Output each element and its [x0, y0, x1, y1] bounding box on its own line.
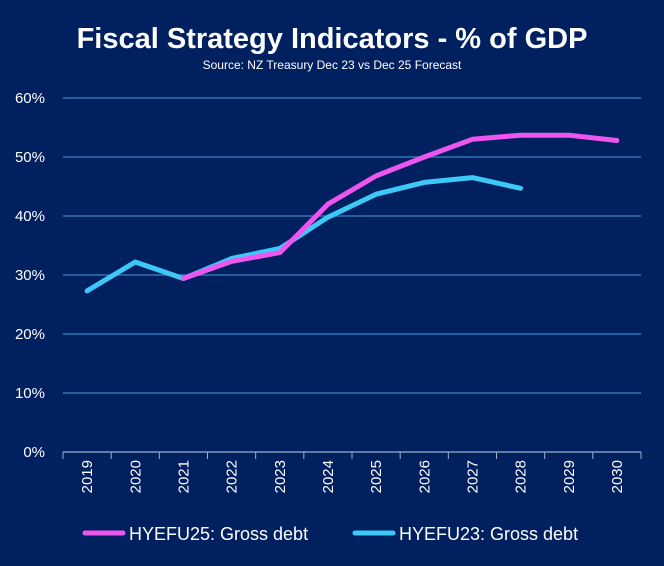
legend-label: HYEFU25: Gross debt [129, 524, 308, 544]
x-tick-label: 2019 [79, 460, 96, 493]
x-tick-label: 2027 [464, 460, 481, 493]
x-tick-label: 2023 [272, 460, 289, 493]
y-tick-label: 40% [15, 208, 45, 225]
chart-title: Fiscal Strategy Indicators - % of GDP [77, 23, 588, 55]
x-tick-label: 2026 [416, 460, 433, 493]
y-tick-label: 60% [15, 90, 45, 107]
x-tick-label: 2029 [561, 460, 578, 493]
y-tick-label: 30% [15, 267, 45, 284]
series-line-2 [84, 175, 524, 294]
x-tick-label: 2028 [513, 460, 530, 493]
y-tick-label: 10% [15, 385, 45, 402]
y-tick-label: 20% [15, 326, 45, 343]
legend: HYEFU25: Gross debt HYEFU23: Gross debt [82, 524, 578, 544]
x-tick-label: 2025 [368, 460, 385, 493]
x-tick-label: 2030 [609, 460, 626, 493]
x-tick-label: 2022 [224, 460, 241, 493]
y-tick-label: 50% [15, 149, 45, 166]
x-tick-label: 2024 [320, 460, 337, 493]
series-line-1 [180, 132, 620, 281]
legend-label: HYEFU23: Gross debt [399, 524, 578, 544]
y-axis-ticks: 0% 10% 20% 30% 40% 50% 60% [15, 90, 45, 461]
series-lines [84, 132, 620, 294]
chart-subtitle: Source: NZ Treasury Dec 23 vs Dec 25 For… [203, 58, 462, 72]
y-tick-label: 0% [23, 444, 45, 461]
x-axis-ticks: 2019 2020 2021 2022 2023 2024 2025 2026 2027 2028… [62, 452, 642, 493]
x-tick-label: 2020 [127, 460, 144, 493]
grid [63, 97, 641, 453]
x-tick-label: 2021 [175, 460, 192, 493]
